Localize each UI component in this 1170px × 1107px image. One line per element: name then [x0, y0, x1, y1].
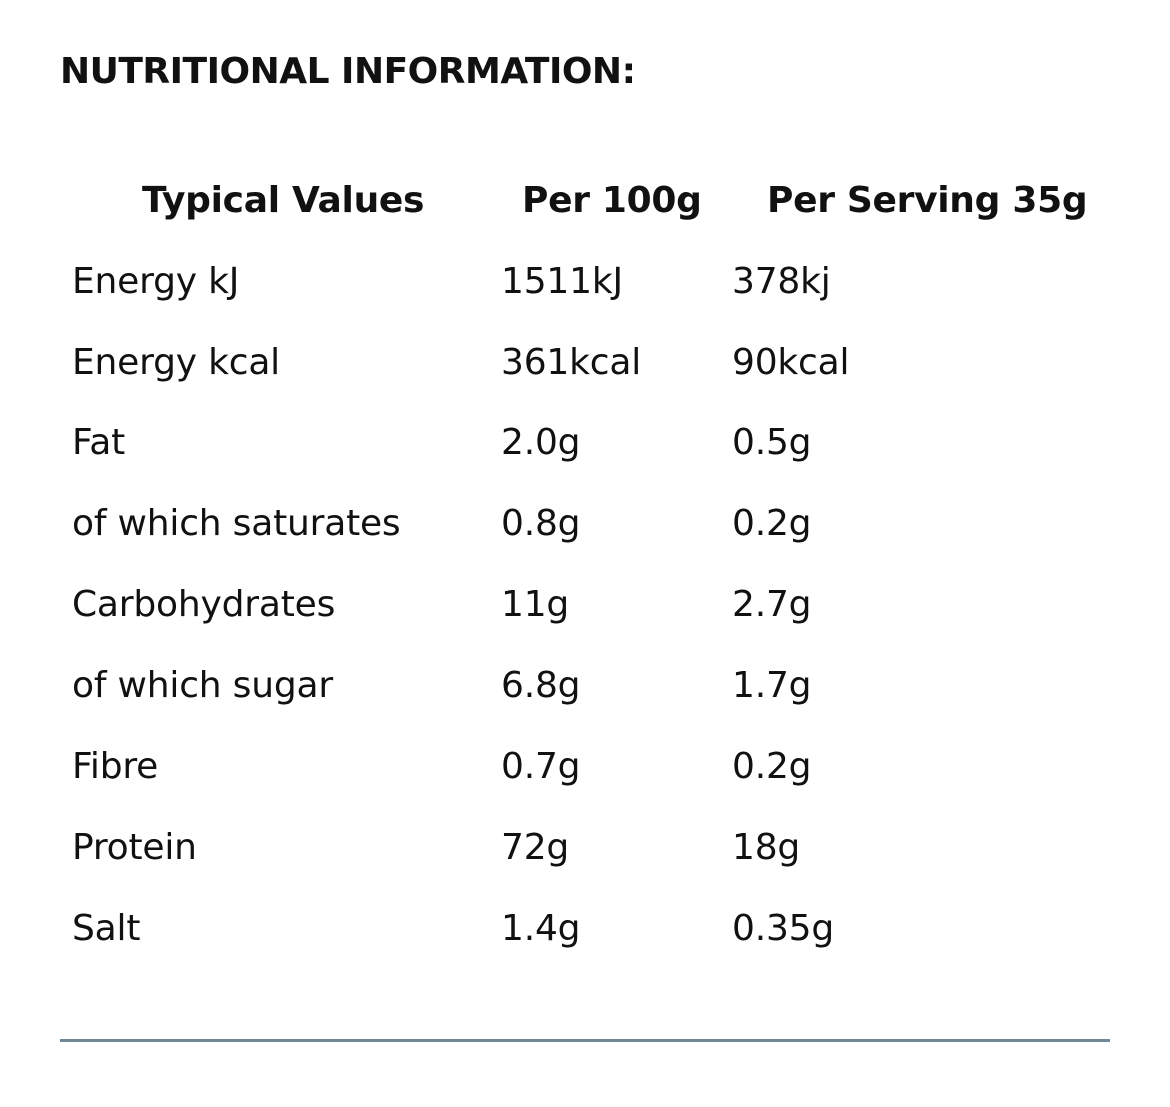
value-per-serving: 0.5g	[732, 422, 812, 463]
nutrient-name: Fibre	[72, 746, 159, 787]
column-header-typical-values: Typical Values	[142, 180, 425, 221]
nutrient-name: Energy kcal	[72, 342, 280, 383]
value-per-serving: 90kcal	[732, 342, 850, 383]
table-row: of which sugar 6.8g 1.7g	[0, 659, 1170, 713]
nutrient-name: of which saturates	[72, 503, 401, 544]
table-row: Carbohydrates 11g 2.7g	[0, 578, 1170, 632]
value-per-serving: 1.7g	[732, 665, 812, 706]
table-row: Protein 72g 18g	[0, 821, 1170, 875]
value-per-100g: 361kcal	[501, 342, 642, 383]
table-row: Fat 2.0g 0.5g	[0, 416, 1170, 470]
value-per-serving: 378kj	[732, 261, 831, 302]
value-per-serving: 18g	[732, 827, 801, 868]
value-per-serving: 2.7g	[732, 584, 812, 625]
column-header-per-100g: Per 100g	[522, 180, 702, 221]
value-per-serving: 0.2g	[732, 503, 812, 544]
value-per-serving: 0.35g	[732, 908, 835, 949]
nutrient-name: Fat	[72, 422, 125, 463]
nutrient-name: Salt	[72, 908, 141, 949]
table-row: Salt 1.4g 0.35g	[0, 902, 1170, 956]
nutrient-name: Protein	[72, 827, 197, 868]
nutrient-name: Energy kJ	[72, 261, 240, 302]
table-row: Fibre 0.7g 0.2g	[0, 740, 1170, 794]
value-per-100g: 2.0g	[501, 422, 581, 463]
section-divider	[60, 1039, 1110, 1042]
value-per-100g: 72g	[501, 827, 570, 868]
table-row: of which saturates 0.8g 0.2g	[0, 497, 1170, 551]
value-per-100g: 1.4g	[501, 908, 581, 949]
table-row: Energy kJ 1511kJ 378kj	[0, 255, 1170, 309]
nutrient-name: Carbohydrates	[72, 584, 336, 625]
value-per-serving: 0.2g	[732, 746, 812, 787]
column-header-per-serving: Per Serving 35g	[767, 180, 1088, 221]
table-row: Energy kcal 361kcal 90kcal	[0, 336, 1170, 390]
value-per-100g: 0.8g	[501, 503, 581, 544]
value-per-100g: 0.7g	[501, 746, 581, 787]
nutrient-name: of which sugar	[72, 665, 333, 706]
page-title: NUTRITIONAL INFORMATION:	[60, 51, 636, 92]
value-per-100g: 1511kJ	[501, 261, 623, 302]
value-per-100g: 6.8g	[501, 665, 581, 706]
value-per-100g: 11g	[501, 584, 570, 625]
